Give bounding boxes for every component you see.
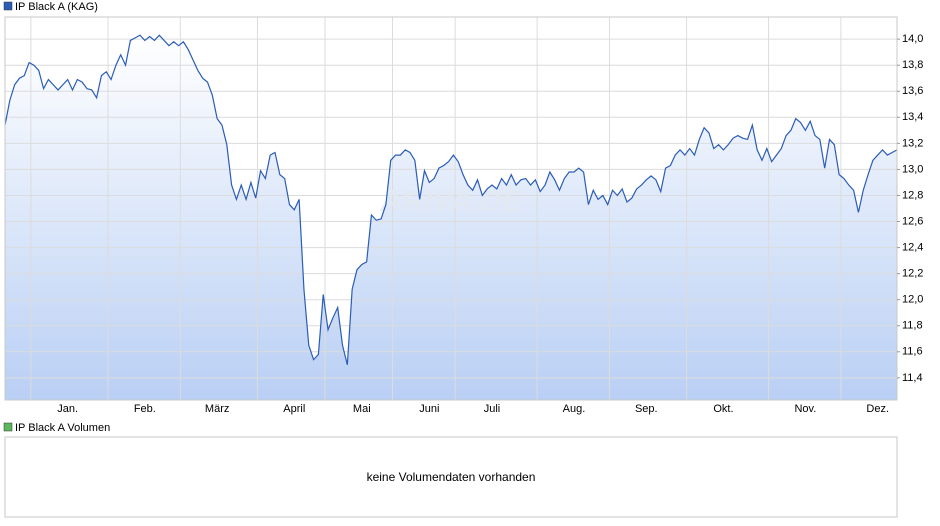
y-tick-label: 12,0	[902, 294, 923, 306]
x-tick-label: April	[283, 403, 305, 415]
no-data-message: keine Volumendaten vorhanden	[367, 470, 536, 484]
x-tick-label: Aug.	[563, 403, 586, 415]
y-tick-label: 11,8	[902, 320, 923, 332]
x-tick-label: Juli	[484, 403, 501, 415]
y-tick-label: 13,6	[902, 85, 923, 97]
legend-label: IP Black A (KAG)	[15, 1, 98, 13]
y-tick-label: 13,4	[902, 111, 923, 123]
x-tick-label: März	[205, 403, 229, 415]
x-tick-label: Sep.	[635, 403, 658, 415]
y-tick-label: 12,4	[902, 241, 923, 253]
volume-chart: IP Black A Volumen keine Volumendaten vor…	[3, 422, 898, 518]
plot-border	[4, 16, 898, 401]
x-tick-label: Nov.	[794, 403, 816, 415]
y-tick-label: 14,0	[902, 33, 923, 45]
area-fill	[5, 35, 897, 400]
y-tick-label: 12,6	[902, 215, 923, 227]
legend-swatch	[3, 422, 13, 432]
x-tick-label: Okt.	[713, 403, 733, 415]
y-tick-label: 13,0	[902, 163, 923, 175]
legend-label: IP Black A Volumen	[15, 422, 110, 434]
y-tick-label: 13,2	[902, 137, 923, 149]
x-tick-label: Feb.	[134, 403, 156, 415]
x-tick-label: Jan.	[57, 403, 78, 415]
x-tick-label: Mai	[353, 403, 371, 415]
y-tick-label: 11,6	[902, 346, 923, 358]
volume-panel	[4, 436, 898, 518]
x-tick-label: Juni	[419, 403, 439, 415]
y-tick-label: 13,8	[902, 59, 923, 71]
price-chart: IP Black A (KAG) ARIVA.DE 11,4 11,6 11,8 12,0…	[3, 1, 923, 415]
x-tick-label: Dez.	[866, 403, 889, 415]
price-line	[4, 34, 898, 365]
legend-swatch	[3, 1, 13, 11]
y-tick-label: 12,8	[902, 189, 923, 201]
y-tick-label: 12,2	[902, 268, 923, 280]
watermark: ARIVA.DE	[379, 185, 522, 218]
y-tick-label: 11,4	[902, 372, 923, 384]
